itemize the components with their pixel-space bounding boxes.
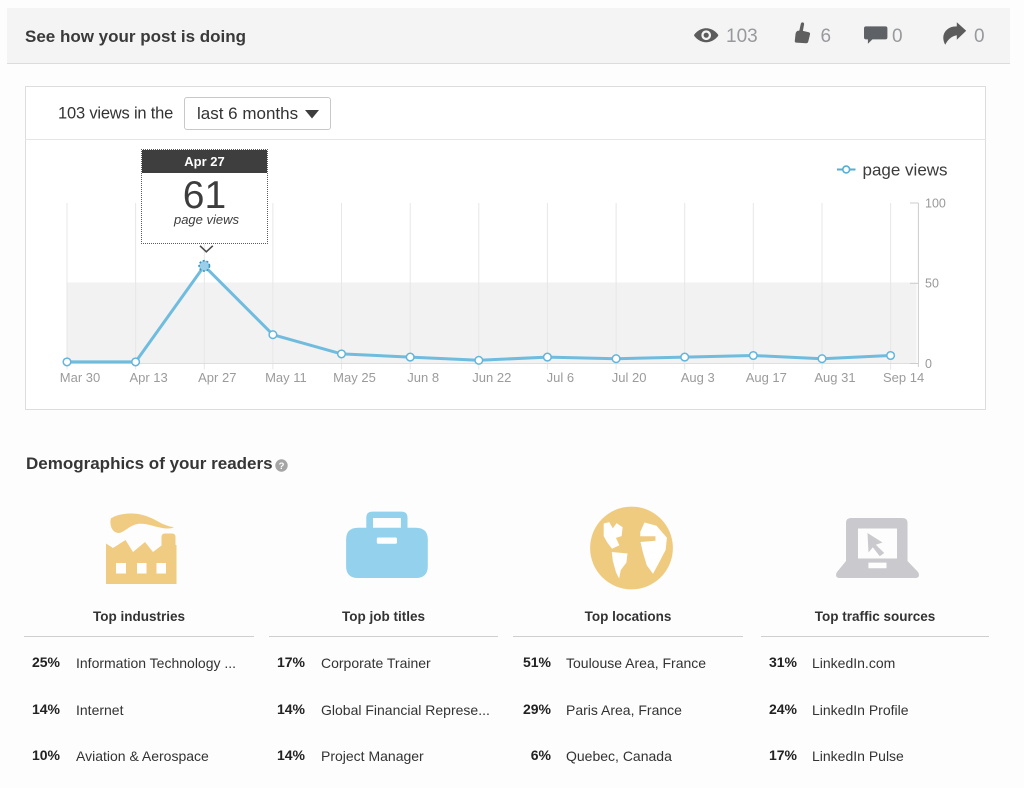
svg-text:Jul 6: Jul 6 [547, 370, 574, 385]
svg-text:Jul 20: Jul 20 [612, 370, 647, 385]
svg-text:Jun 22: Jun 22 [472, 370, 511, 385]
svg-text:6: 6 [821, 26, 832, 47]
svg-text:May 25: May 25 [333, 370, 376, 385]
svg-text:Aug 3: Aug 3 [681, 370, 715, 385]
svg-text:0: 0 [892, 26, 903, 47]
svg-text:May 11: May 11 [265, 370, 307, 385]
svg-text:0: 0 [974, 26, 985, 47]
svg-text:50: 50 [925, 277, 939, 291]
svg-text:100: 100 [925, 197, 946, 211]
svg-text:Aug 17: Aug 17 [746, 370, 787, 385]
svg-text:Sep 14: Sep 14 [883, 370, 924, 385]
svg-text:Jun 8: Jun 8 [407, 370, 439, 385]
svg-text:Apr 13: Apr 13 [129, 370, 167, 385]
svg-text:Aug 31: Aug 31 [814, 370, 855, 385]
svg-text:page views: page views [863, 161, 948, 180]
svg-text:103: 103 [726, 26, 758, 47]
svg-text:Mar 30: Mar 30 [60, 370, 100, 385]
svg-text:?: ? [279, 461, 285, 472]
svg-text:0: 0 [925, 357, 932, 371]
svg-text:Apr 27: Apr 27 [198, 370, 236, 385]
